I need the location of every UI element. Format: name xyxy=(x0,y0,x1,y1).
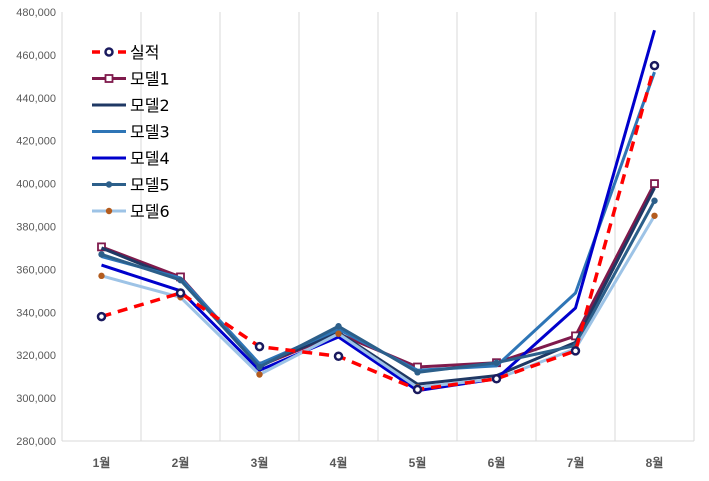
y-axis: 280,000 300,000 320,000 340,000 360,000 380,0… xyxy=(16,7,56,448)
series-line xyxy=(101,200,656,374)
data-point xyxy=(177,276,184,284)
y-tick-label: 420,000 xyxy=(16,136,56,148)
data-point xyxy=(650,179,659,189)
y-tick-label: 300,000 xyxy=(16,393,56,405)
legend-label: 모델3 xyxy=(130,123,170,142)
legend-marker xyxy=(105,207,113,215)
data-point xyxy=(491,374,502,384)
series-model5 xyxy=(98,197,658,376)
data-point xyxy=(493,359,500,366)
legend-label: 모델2 xyxy=(130,96,170,115)
data-point xyxy=(570,346,581,356)
x-tick-label: 2월 xyxy=(172,455,190,470)
data-point xyxy=(254,341,265,352)
y-tick-label: 320,000 xyxy=(16,350,56,362)
y-tick-label: 380,000 xyxy=(16,222,56,234)
x-tick-label: 4월 xyxy=(330,455,348,470)
y-tick-label: 480,000 xyxy=(16,7,56,19)
legend-label: 모델6 xyxy=(130,202,170,221)
x-tick-label: 7월 xyxy=(567,455,585,470)
data-point xyxy=(414,369,421,376)
data-point xyxy=(96,311,107,322)
series-group xyxy=(96,29,660,395)
x-axis: 1월 2월 3월 4월 5월 6월 7월 8월 xyxy=(93,455,664,470)
x-tick-label: 3월 xyxy=(251,455,269,470)
y-tick-label: 400,000 xyxy=(16,179,56,191)
gridlines xyxy=(61,12,695,442)
data-point xyxy=(335,323,342,330)
series-model4 xyxy=(101,29,656,393)
legend-item: 실적 xyxy=(92,43,159,62)
legend-marker xyxy=(104,47,114,57)
data-point xyxy=(651,197,658,204)
legend-item: 모델1 xyxy=(92,70,170,89)
data-point xyxy=(97,242,106,252)
data-point xyxy=(412,384,423,395)
legend-label: 모델1 xyxy=(130,70,170,89)
legend-item: 모델4 xyxy=(92,149,170,168)
data-point xyxy=(98,272,105,280)
legend-item: 모델6 xyxy=(92,202,170,221)
series-actual xyxy=(96,60,660,395)
x-tick-label: 1월 xyxy=(93,455,111,470)
legend-label: 모델5 xyxy=(130,176,170,195)
legend-item: 모델3 xyxy=(92,123,170,142)
x-tick-label: 5월 xyxy=(409,455,427,470)
data-point xyxy=(335,330,342,337)
legend-label: 실적 xyxy=(130,43,159,62)
x-tick-label: 6월 xyxy=(488,455,506,470)
legend-marker xyxy=(105,181,113,188)
x-tick-label: 8월 xyxy=(646,455,664,470)
series-line xyxy=(101,29,656,393)
data-point xyxy=(651,212,658,219)
y-tick-label: 340,000 xyxy=(16,307,56,319)
data-point xyxy=(649,60,660,71)
y-tick-label: 460,000 xyxy=(16,50,56,62)
legend-marker xyxy=(104,74,114,83)
data-point xyxy=(175,288,186,298)
y-tick-label: 440,000 xyxy=(16,93,56,105)
y-tick-label: 360,000 xyxy=(16,264,56,276)
legend-label: 모델4 xyxy=(130,149,170,168)
data-point xyxy=(256,371,263,378)
legend-item: 모델2 xyxy=(92,96,170,115)
data-point xyxy=(256,363,263,371)
data-point xyxy=(98,251,105,258)
y-tick-label: 280,000 xyxy=(16,436,56,448)
legend-item: 모델5 xyxy=(92,176,170,195)
data-point xyxy=(333,351,344,362)
